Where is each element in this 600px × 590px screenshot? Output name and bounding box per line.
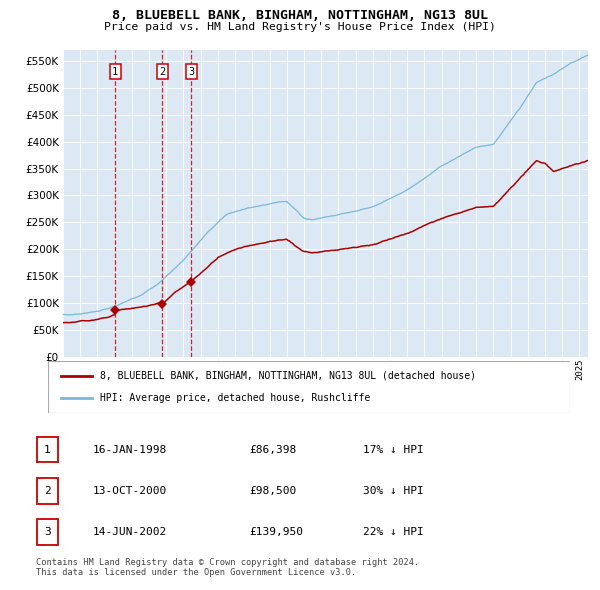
- Text: 16-JAN-1998: 16-JAN-1998: [93, 445, 167, 454]
- FancyBboxPatch shape: [48, 361, 570, 413]
- Text: 1: 1: [44, 445, 51, 454]
- Text: 3: 3: [44, 527, 51, 537]
- Text: 8, BLUEBELL BANK, BINGHAM, NOTTINGHAM, NG13 8UL (detached house): 8, BLUEBELL BANK, BINGHAM, NOTTINGHAM, N…: [100, 371, 476, 381]
- Text: 17% ↓ HPI: 17% ↓ HPI: [363, 445, 424, 454]
- Text: 14-JUN-2002: 14-JUN-2002: [93, 527, 167, 537]
- FancyBboxPatch shape: [37, 478, 58, 504]
- Text: HPI: Average price, detached house, Rushcliffe: HPI: Average price, detached house, Rush…: [100, 394, 370, 404]
- Text: 1: 1: [112, 67, 118, 77]
- FancyBboxPatch shape: [37, 519, 58, 545]
- Text: 8, BLUEBELL BANK, BINGHAM, NOTTINGHAM, NG13 8UL: 8, BLUEBELL BANK, BINGHAM, NOTTINGHAM, N…: [112, 9, 488, 22]
- Text: 30% ↓ HPI: 30% ↓ HPI: [363, 486, 424, 496]
- Text: Price paid vs. HM Land Registry's House Price Index (HPI): Price paid vs. HM Land Registry's House …: [104, 22, 496, 32]
- Text: 2: 2: [44, 486, 51, 496]
- Text: £86,398: £86,398: [249, 445, 296, 454]
- Text: 2: 2: [160, 67, 166, 77]
- FancyBboxPatch shape: [37, 437, 58, 463]
- Text: 13-OCT-2000: 13-OCT-2000: [93, 486, 167, 496]
- Text: 22% ↓ HPI: 22% ↓ HPI: [363, 527, 424, 537]
- Text: £98,500: £98,500: [249, 486, 296, 496]
- Text: 3: 3: [188, 67, 194, 77]
- Text: £139,950: £139,950: [249, 527, 303, 537]
- Text: Contains HM Land Registry data © Crown copyright and database right 2024.
This d: Contains HM Land Registry data © Crown c…: [36, 558, 419, 577]
